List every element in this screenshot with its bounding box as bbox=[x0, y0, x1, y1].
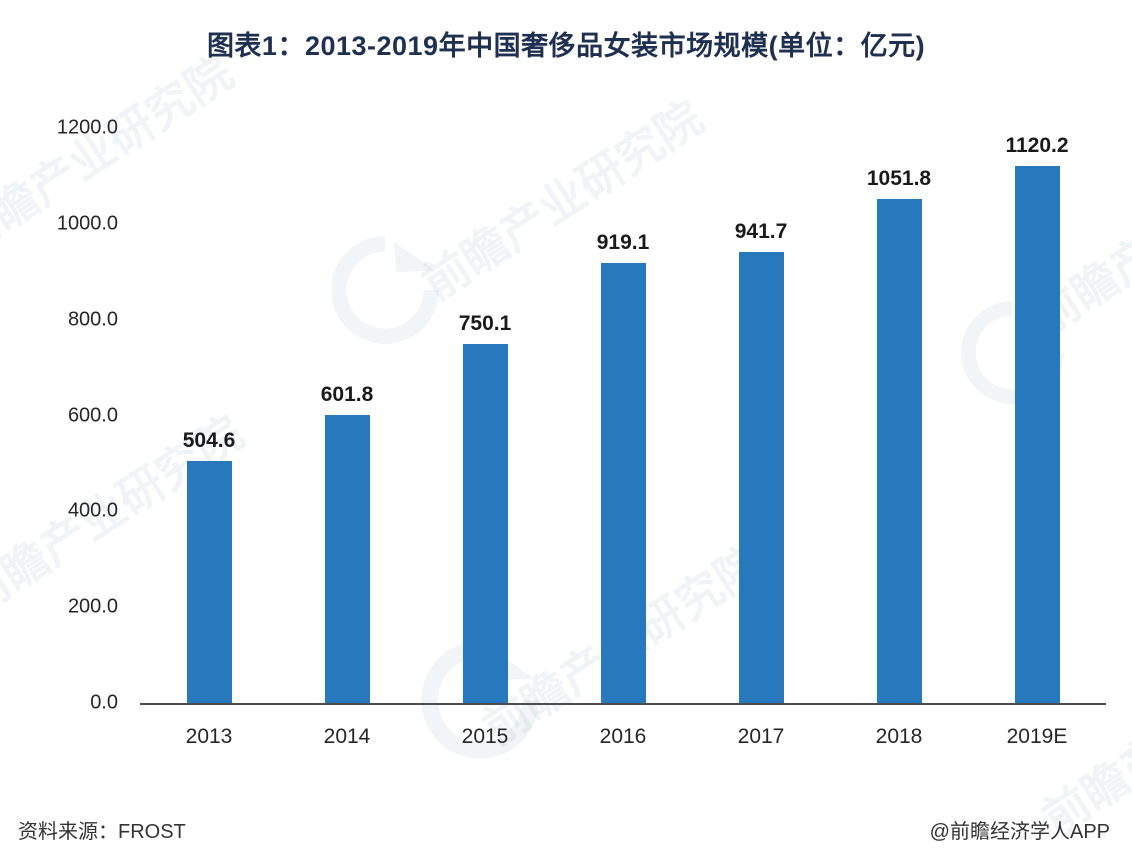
x-axis-label: 2019E bbox=[1006, 725, 1068, 748]
bar-column: 1120.2 2019E bbox=[968, 128, 1106, 748]
footer: 资料来源：FROST @前瞻经济学人APP bbox=[0, 814, 1132, 844]
bar bbox=[462, 343, 508, 703]
y-tick-label: 400.0 bbox=[67, 499, 118, 522]
y-tick-label: 600.0 bbox=[67, 404, 118, 426]
y-tick-label: 0.0 bbox=[90, 691, 118, 714]
bar bbox=[324, 414, 370, 703]
bar-value-label: 1051.8 bbox=[866, 167, 932, 191]
chart-title: 图表1：2013-2019年中国奢侈品女装市场规模(单位：亿元) bbox=[206, 31, 926, 61]
x-axis-label: 2014 bbox=[323, 725, 371, 748]
y-axis: 1200.0 1000.0 800.0 600.0 400.0 200.0 0.0 bbox=[0, 117, 128, 714]
y-tick-label: 1200.0 bbox=[56, 116, 118, 139]
x-axis-label: 2015 bbox=[461, 725, 509, 748]
bar-value-label: 919.1 bbox=[596, 230, 650, 254]
y-tick-label: 800.0 bbox=[67, 308, 118, 331]
bar-column: 1051.8 2018 bbox=[830, 128, 968, 748]
bar-value-label: 750.1 bbox=[458, 311, 512, 335]
source-text: 资料来源：FROST bbox=[18, 821, 186, 843]
x-axis-label: 2013 bbox=[185, 725, 233, 748]
x-axis-label: 2016 bbox=[599, 725, 647, 748]
plot-area: 504.6 2013 601.8 2014 750.1 2015 919.1 2016 941.… bbox=[140, 128, 1106, 748]
y-tick-label: 1000.0 bbox=[56, 212, 118, 235]
bar bbox=[738, 251, 784, 703]
bar-column: 750.1 2015 bbox=[416, 128, 554, 748]
bar-column: 601.8 2014 bbox=[278, 128, 416, 748]
y-tick-label: 200.0 bbox=[67, 595, 118, 618]
bar-column: 504.6 2013 bbox=[140, 128, 278, 748]
bar-value-label: 601.8 bbox=[320, 382, 374, 406]
x-axis-label: 2018 bbox=[875, 725, 923, 748]
bar bbox=[876, 199, 922, 703]
bar-value-label: 1120.2 bbox=[1005, 134, 1069, 158]
bar bbox=[600, 262, 646, 703]
credit-text: @前瞻经济学人APP bbox=[929, 821, 1110, 843]
bar-value-label: 941.7 bbox=[734, 219, 788, 243]
bar bbox=[1014, 166, 1060, 703]
bar bbox=[186, 461, 232, 703]
bar-value-label: 504.6 bbox=[182, 429, 236, 453]
bar-column: 941.7 2017 bbox=[692, 128, 830, 748]
bar-column: 919.1 2016 bbox=[554, 128, 692, 748]
x-axis-label: 2017 bbox=[737, 725, 785, 748]
